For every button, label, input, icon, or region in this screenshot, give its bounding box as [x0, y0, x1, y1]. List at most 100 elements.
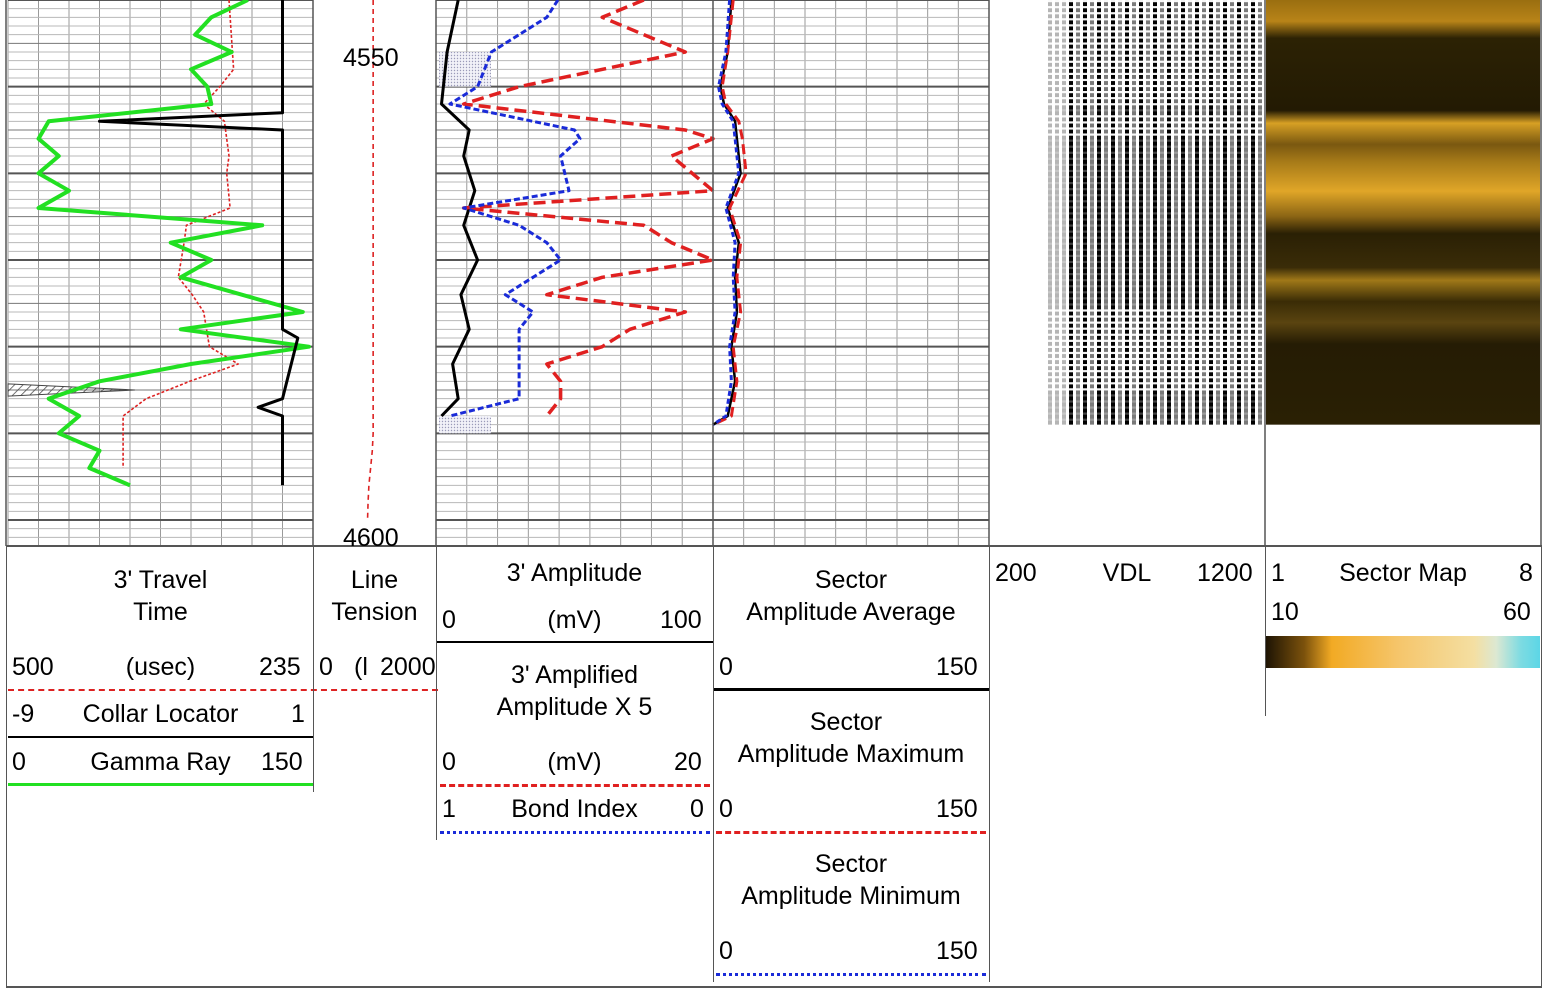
vdl-band	[1048, 279, 1262, 281]
legend-line-collar-locator	[8, 736, 313, 738]
vdl-band	[1048, 73, 1262, 75]
bond-index-max: 0	[690, 794, 704, 824]
log-grid	[8, 0, 989, 546]
legend-line-sector-max	[716, 831, 986, 834]
sector-min-min: 0	[719, 936, 733, 966]
vdl-band	[1048, 382, 1262, 384]
vdl-band	[1048, 61, 1262, 63]
legend-divider-5	[989, 546, 990, 982]
vdl-max: 1200	[1197, 558, 1253, 588]
vdl-band	[1048, 6, 1262, 8]
vdl-band	[1048, 164, 1262, 166]
gamma-ray-max: 150	[261, 747, 303, 777]
vdl-image	[1048, 0, 1262, 427]
vdl-band	[1048, 297, 1262, 299]
vdl-band	[1048, 249, 1262, 251]
header-bottom-border	[6, 986, 1542, 988]
track1-title-line1: 3' Travel	[8, 565, 313, 595]
vdl-band	[1048, 85, 1262, 87]
legend-line-travel-time	[8, 689, 438, 691]
legend-divider-7	[1541, 546, 1542, 986]
vdl-band	[1048, 194, 1262, 196]
sector-avg-max: 150	[936, 652, 978, 682]
sector-min-title-line1: Sector	[713, 849, 989, 879]
vdl-band	[1048, 340, 1262, 342]
legend-divider-1	[6, 546, 7, 986]
vdl-band	[1048, 30, 1262, 32]
legend-line-bond-index	[440, 831, 710, 834]
track1-title-line2: Time	[8, 597, 313, 627]
vdl-band	[1048, 406, 1262, 408]
vdl-band	[1048, 358, 1262, 360]
vdl-band	[1048, 127, 1262, 129]
vdl-band	[1048, 370, 1262, 372]
sector-max-min: 0	[719, 794, 733, 824]
amplitude-max: 100	[660, 605, 702, 635]
vdl-band	[1048, 55, 1262, 57]
vdl-band	[1048, 322, 1262, 324]
vdl-band	[1048, 182, 1262, 184]
sector-avg-title-line2: Amplitude Average	[713, 597, 989, 627]
vdl-band	[1048, 328, 1262, 330]
legend-line-amplitude	[436, 641, 713, 643]
vdl-band	[1048, 291, 1262, 293]
vdl-band	[1048, 364, 1262, 366]
vdl-band	[1048, 400, 1262, 402]
vdl-band	[1048, 140, 1262, 142]
legend-line-gamma-ray	[8, 783, 313, 786]
vdl-band	[1048, 91, 1262, 93]
vdl-band	[1048, 121, 1262, 123]
sector-max-max: 150	[936, 794, 978, 824]
sector-max-title-line1: Sector	[713, 707, 979, 737]
vdl-band	[1048, 42, 1262, 44]
vdl-band	[1048, 413, 1262, 415]
sector-avg-title-line1: Sector	[713, 565, 989, 595]
amp-x5-title-line2: Amplitude X 5	[436, 692, 713, 722]
vdl-band	[1048, 419, 1262, 421]
sector-min-max: 150	[936, 936, 978, 966]
vdl-band	[1048, 206, 1262, 208]
sector-map-color-max: 60	[1503, 597, 1531, 627]
vdl-band	[1048, 243, 1262, 245]
vdl-band	[1048, 152, 1262, 154]
vdl-band	[1048, 394, 1262, 396]
vdl-band	[1048, 346, 1262, 348]
vdl-band	[1048, 309, 1262, 311]
vdl-band	[1048, 158, 1262, 160]
sector-max-title-line2: Amplitude Maximum	[713, 739, 989, 769]
tension-max: 2000	[380, 652, 436, 682]
vdl-band	[1048, 255, 1262, 257]
vdl-band	[1048, 0, 1262, 2]
line-tension-curve	[368, 0, 374, 520]
vdl-band	[1048, 97, 1262, 99]
depth-label-4550: 4550	[343, 43, 399, 73]
sector-min-title-line2: Amplitude Minimum	[713, 881, 989, 911]
vdl-band	[1048, 376, 1262, 378]
vdl-band	[1048, 212, 1262, 214]
vdl-band	[1048, 115, 1262, 117]
vdl-band	[1048, 273, 1262, 275]
amp-x5-unit: (mV)	[436, 747, 713, 777]
depth-label-4600: 4600	[343, 523, 399, 553]
vdl-band	[1048, 36, 1262, 38]
vdl-band	[1048, 24, 1262, 26]
legend-line-sector-avg	[713, 688, 989, 691]
vdl-band	[1048, 109, 1262, 111]
vdl-band	[1048, 67, 1262, 69]
vdl-band	[1048, 334, 1262, 336]
collar-locator-max: 1	[291, 699, 305, 729]
tension-unit: (l	[354, 652, 368, 682]
sector-map-color-scale	[1266, 636, 1540, 668]
vdl-band	[1048, 79, 1262, 81]
tension-min: 0	[319, 652, 333, 682]
vdl-band	[1048, 388, 1262, 390]
amplitude-title: 3' Amplitude	[436, 558, 713, 588]
track2-title-line1: Line	[313, 565, 436, 595]
vdl-band	[1048, 237, 1262, 239]
vdl-band	[1048, 352, 1262, 354]
vdl-band	[1048, 49, 1262, 51]
travel-time-max: 235	[259, 652, 301, 682]
vdl-band	[1048, 18, 1262, 20]
vdl-band	[1048, 285, 1262, 287]
